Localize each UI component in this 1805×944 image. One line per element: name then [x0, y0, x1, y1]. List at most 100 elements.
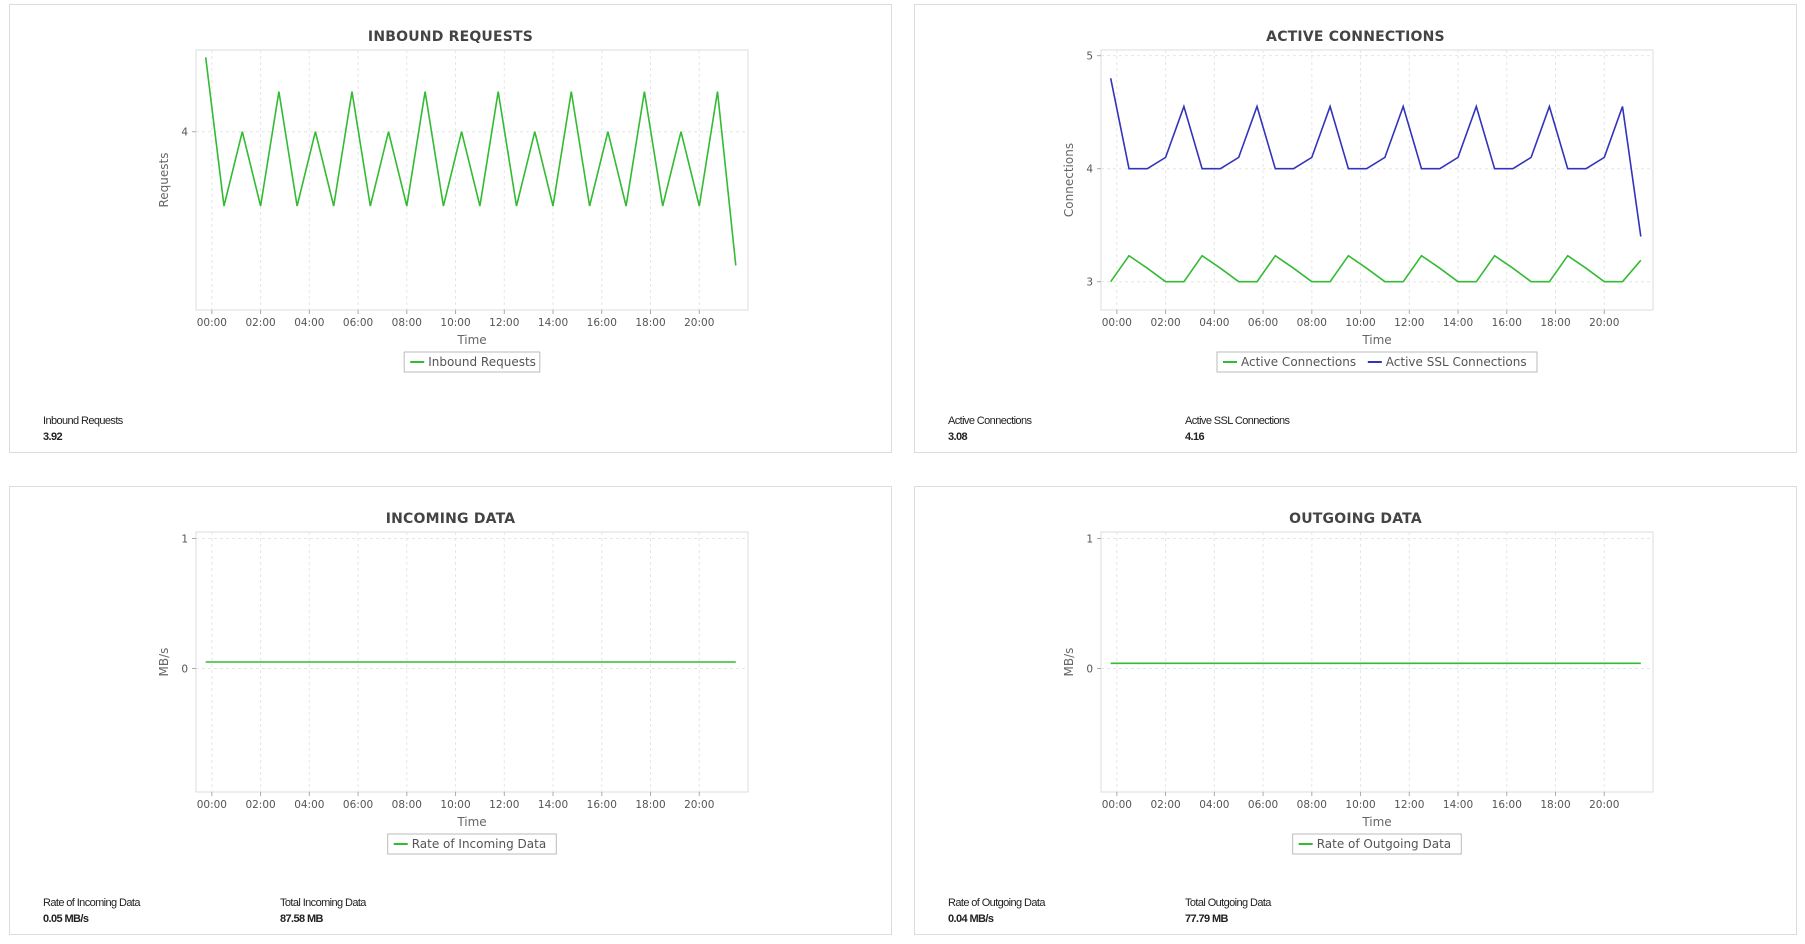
stat-label: Total Incoming Data	[280, 897, 366, 909]
x-tick-label: 08:00	[392, 317, 422, 329]
x-tick-label: 14:00	[538, 799, 568, 811]
stat-total-outgoing-data: Total Outgoing Data 77.79 MB	[1185, 895, 1271, 927]
series-line	[1110, 254, 1642, 283]
x-axis-title: Time	[1361, 333, 1391, 347]
x-tick-label: 10:00	[1345, 799, 1375, 811]
y-axis-title: Connections	[1062, 143, 1076, 217]
legend-label: Rate of Outgoing Data	[1317, 837, 1451, 851]
y-tick-label: 3	[1086, 277, 1093, 289]
x-tick-label: 12:00	[489, 317, 519, 329]
x-tick-label: 14:00	[1443, 317, 1473, 329]
x-tick-label: 04:00	[1199, 317, 1229, 329]
legend-label: Active Connections	[1241, 355, 1356, 369]
series-line	[1109, 78, 1642, 237]
stat-rate-incoming-data: Rate of Incoming Data 0.05 MB/s	[43, 895, 140, 927]
x-tick-label: 00:00	[1102, 317, 1132, 329]
x-tick-label: 12:00	[1394, 317, 1424, 329]
stat-label: Inbound Requests	[43, 415, 123, 427]
x-tick-label: 16:00	[587, 799, 617, 811]
x-axis-title: Time	[456, 333, 486, 347]
x-tick-label: 08:00	[1297, 317, 1327, 329]
x-tick-label: 08:00	[1297, 799, 1327, 811]
x-tick-label: 08:00	[392, 799, 422, 811]
x-tick-label: 18:00	[1540, 799, 1570, 811]
panel-inbound-requests: INBOUND REQUESTS 00:00 02:00 04:00 06:00 08:…	[9, 4, 892, 453]
x-tick-label: 02:00	[1150, 799, 1180, 811]
x-tick-label: 06:00	[343, 317, 373, 329]
series-line	[204, 57, 737, 266]
stat-value: 3.92	[43, 431, 63, 443]
legend-box	[1292, 833, 1462, 855]
x-tick-label: 20:00	[684, 317, 714, 329]
x-tick-label: 14:00	[538, 317, 568, 329]
panel-incoming-data: INCOMING DATA 00:00 02:00 04:00 06:00 08:00 1…	[9, 486, 892, 935]
panel-active-connections: ACTIVE CONNECTIONS 00:00 02:00 04:00 06:00 0…	[914, 4, 1797, 453]
x-tick-label: 14:00	[1443, 799, 1473, 811]
x-tick-label: 16:00	[587, 317, 617, 329]
y-axis-title: Requests	[157, 153, 171, 208]
y-tick-label: 0	[181, 664, 188, 676]
stat-label: Rate of Incoming Data	[43, 897, 140, 909]
x-tick-label: 20:00	[1589, 317, 1619, 329]
x-tick-label: 18:00	[1540, 317, 1570, 329]
stat-total-incoming-data: Total Incoming Data 87.58 MB	[280, 895, 366, 927]
stat-active-ssl-connections: Active SSL Connections 4.16	[1185, 413, 1290, 445]
x-tick-label: 10:00	[440, 799, 470, 811]
x-tick-label: 02:00	[1150, 317, 1180, 329]
plot-area	[1100, 531, 1654, 793]
panel-outgoing-data: OUTGOING DATA 00:00 02:00 04:00 06:00 08:00 1…	[914, 486, 1797, 935]
stat-value: 4.16	[1185, 431, 1205, 443]
x-tick-label: 10:00	[440, 317, 470, 329]
y-tick-label: 1	[181, 534, 188, 546]
legend-box	[403, 351, 541, 373]
chart-active-connections: 00:00 02:00 04:00 06:00 08:00 10:00 12:00 14:00…	[1062, 49, 1654, 373]
x-tick-label: 20:00	[1589, 799, 1619, 811]
x-tick-label: 06:00	[1248, 317, 1278, 329]
y-tick-label: 5	[1086, 51, 1093, 63]
x-tick-label: 04:00	[294, 317, 324, 329]
y-axis-title: MB/s	[157, 648, 171, 677]
y-tick-label: 1	[1086, 534, 1093, 546]
stat-rate-outgoing-data: Rate of Outgoing Data 0.04 MB/s	[948, 895, 1045, 927]
chart-incoming-data: 00:00 02:00 04:00 06:00 08:00 10:00 12:00 14:00…	[157, 531, 749, 855]
x-tick-label: 02:00	[245, 799, 275, 811]
x-tick-label: 18:00	[635, 317, 665, 329]
stat-label: Active Connections	[948, 415, 1032, 427]
plot-area	[1100, 49, 1654, 311]
x-tick-label: 04:00	[294, 799, 324, 811]
legend-box	[387, 833, 557, 855]
x-tick-label: 20:00	[684, 799, 714, 811]
x-tick-label: 00:00	[197, 317, 227, 329]
y-tick-label: 4	[1086, 164, 1093, 176]
stat-label: Active SSL Connections	[1185, 415, 1290, 427]
stat-label: Total Outgoing Data	[1185, 897, 1271, 909]
legend-label: Rate of Incoming Data	[412, 837, 547, 851]
legend-label: Active SSL Connections	[1386, 355, 1527, 369]
stat-value: 3.08	[948, 431, 968, 443]
y-tick-label: 0	[1086, 664, 1093, 676]
y-axis-title: MB/s	[1062, 648, 1076, 677]
stat-active-connections: Active Connections 3.08	[948, 413, 1032, 445]
chart-title: INBOUND REQUESTS	[367, 29, 534, 45]
stat-label: Rate of Outgoing Data	[948, 897, 1045, 909]
x-tick-label: 06:00	[343, 799, 373, 811]
x-tick-label: 10:00	[1345, 317, 1375, 329]
chart-title: OUTGOING DATA	[1289, 511, 1422, 527]
x-tick-label: 18:00	[635, 799, 665, 811]
y-tick-label: 4	[181, 127, 188, 139]
chart-outgoing-data: 00:00 02:00 04:00 06:00 08:00 10:00 12:00 14:00…	[1062, 531, 1654, 855]
chart-title: ACTIVE CONNECTIONS	[1266, 29, 1445, 45]
chart-title: INCOMING DATA	[385, 511, 516, 527]
x-tick-label: 04:00	[1199, 799, 1229, 811]
chart-inbound-requests: 00:00 02:00 04:00 06:00 08:00 10:00 12:00 14:00…	[157, 49, 749, 373]
x-tick-label: 12:00	[1394, 799, 1424, 811]
stat-value: 0.04 MB/s	[948, 913, 994, 925]
stat-value: 0.05 MB/s	[43, 913, 89, 925]
x-axis-title: Time	[1361, 815, 1391, 829]
x-tick-label: 00:00	[1102, 799, 1132, 811]
x-tick-label: 16:00	[1492, 317, 1522, 329]
stat-value: 87.58 MB	[280, 913, 323, 925]
x-tick-label: 02:00	[245, 317, 275, 329]
x-tick-label: 12:00	[489, 799, 519, 811]
plot-area	[195, 49, 749, 311]
